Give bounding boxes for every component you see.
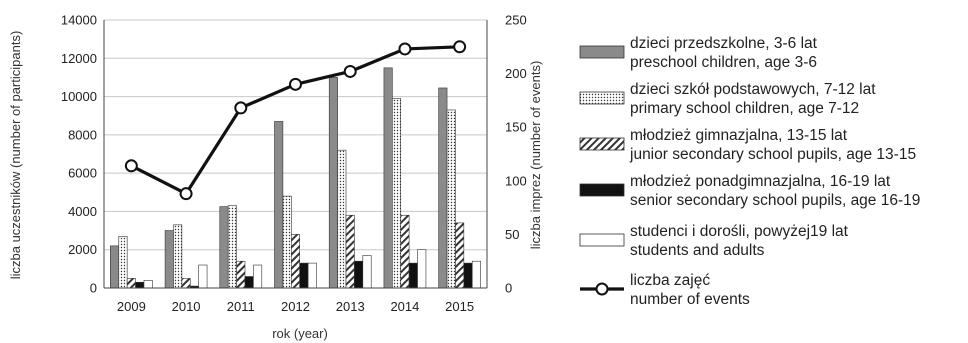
bar-solid-black <box>244 276 254 289</box>
bar-dots <box>446 109 456 289</box>
events-line-path <box>130 45 460 196</box>
bar-solid-black <box>354 260 364 289</box>
bar-diagonal-hatch <box>290 234 300 289</box>
x-axis-title: rok (year) <box>272 326 328 341</box>
bars <box>110 67 481 289</box>
bar-diagonal-hatch <box>345 214 355 289</box>
legend-label-en: preschool children, age 3-6 <box>630 54 817 71</box>
legend-label-en: primary school children, age 7-12 <box>630 100 859 117</box>
legend-label-en: students and adults <box>630 242 765 259</box>
bar-white <box>471 260 481 289</box>
events-point <box>234 101 248 115</box>
bar-solid-gray <box>110 245 120 289</box>
events-point <box>398 42 412 56</box>
x-tick-label: 2013 <box>336 299 365 314</box>
x-tick-label: 2014 <box>390 299 419 314</box>
events-point <box>179 187 193 201</box>
x-tick-label: 2012 <box>281 299 310 314</box>
y2-tick-label: 150 <box>505 120 527 135</box>
bar-dots <box>118 236 128 289</box>
legend-label: dzieci przedszkolne, 3-6 lat <box>630 35 818 52</box>
legend-swatch <box>579 91 625 105</box>
legend-swatch <box>579 233 625 247</box>
bar-dots <box>227 205 237 289</box>
legend-label: młodzież gimnazjalna, 13-15 lat <box>630 127 848 144</box>
events-point <box>343 64 357 78</box>
bar-solid-gray <box>219 206 229 289</box>
gridlines <box>104 19 487 251</box>
bar-white <box>253 264 263 289</box>
events-line <box>124 40 467 201</box>
legend-label-en: number of events <box>630 291 750 308</box>
bar-solid-gray <box>383 67 393 289</box>
y2-tick-label: 0 <box>505 281 512 296</box>
y2-axis-title: liczba imprez (number of events) <box>528 61 543 250</box>
bar-solid-black <box>299 262 309 289</box>
bar-solid-black <box>408 262 418 289</box>
bar-diagonal-hatch <box>181 278 191 289</box>
bar-dots <box>337 149 347 289</box>
y-tick-label: 12000 <box>61 51 97 66</box>
bar-solid-black <box>135 281 145 289</box>
bar-white <box>417 249 427 289</box>
bar-diagonal-hatch <box>236 260 246 289</box>
x-tick-label: 2011 <box>227 299 255 314</box>
legend-swatch <box>579 45 625 59</box>
y-tick-label: 0 <box>90 281 97 296</box>
bar-white <box>362 255 372 289</box>
bar-diagonal-hatch <box>455 222 465 289</box>
legend-label: liczba zajęć <box>630 272 710 289</box>
legend-label: studenci i dorośli, powyżej19 lat <box>630 223 849 240</box>
bar-solid-black <box>463 262 473 289</box>
bar-solid-gray <box>274 121 284 289</box>
bar-diagonal-hatch <box>400 214 410 289</box>
bar-white <box>307 262 317 289</box>
y-tick-label: 4000 <box>68 204 97 219</box>
x-tick-label: 2010 <box>172 299 201 314</box>
y2-tick-label: 50 <box>505 227 519 242</box>
y2-tick-label: 250 <box>505 13 527 28</box>
legend-swatch <box>579 183 625 197</box>
x-tick-label: 2015 <box>445 299 474 314</box>
legend-swatch <box>579 137 625 151</box>
legend-label: młodzież ponadgimnazjalna, 16-19 lat <box>630 173 891 190</box>
bar-solid-gray <box>438 87 448 289</box>
y-tick-label: 2000 <box>68 242 97 257</box>
legend-label-en: senior secondary school pupils, age 16-1… <box>630 192 920 209</box>
y2-tick-label: 200 <box>505 66 527 81</box>
bar-solid-gray <box>164 230 174 289</box>
y-tick-label: 14000 <box>61 13 97 28</box>
x-tick-label: 2009 <box>117 299 146 314</box>
legend-label-en: junior secondary school pupils, age 13-1… <box>629 146 916 163</box>
tick-labels: 0 2000 4000 6000 8000 10000 12000 14000 0 50 100 15… <box>61 13 527 315</box>
bar-dots <box>282 195 292 289</box>
events-point <box>124 159 138 173</box>
bar-dots <box>173 224 183 289</box>
y2-tick-label: 100 <box>505 173 527 188</box>
y-tick-label: 10000 <box>61 89 97 104</box>
legend: dzieci przedszkolne, 3-6 lat preschool ch… <box>579 35 920 308</box>
y-tick-label: 8000 <box>68 127 97 142</box>
bar-diagonal-hatch <box>126 278 136 289</box>
bar-solid-gray <box>328 77 338 289</box>
legend-line-marker <box>595 282 609 296</box>
y-tick-label: 6000 <box>68 166 97 181</box>
events-point <box>289 77 302 91</box>
y-axis-title: liczba uczestników (number of participan… <box>8 31 23 280</box>
events-point <box>453 40 467 54</box>
bar-white <box>143 280 153 289</box>
bar-white <box>198 264 208 289</box>
legend-label: dzieci szkół podstawowych, 7-12 lat <box>630 81 876 98</box>
bar-dots <box>392 98 402 289</box>
